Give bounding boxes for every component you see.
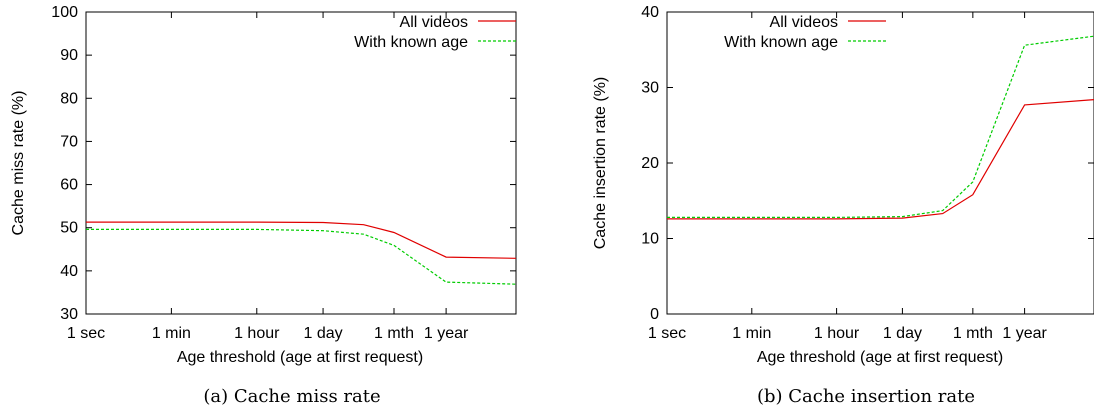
y-tick-label: 20 [641,155,659,172]
y-tick-label: 10 [641,231,659,248]
plot-border [85,11,517,315]
x-tick-label: 1 year [1002,325,1047,342]
y-tick-label: 60 [60,177,78,194]
figure-caption: (a) Cache miss rate [203,386,380,407]
y-tick-label: 30 [641,80,659,97]
x-tick-label: 1 min [152,325,191,342]
x-tick-label: 1 sec [67,325,105,342]
x-tick-label: 1 min [732,325,771,342]
y-axis-label: Cache miss rate (%) [10,91,27,236]
x-tick-label: 1 hour [814,325,860,342]
figure-caption: (b) Cache insertion rate [757,386,975,407]
legend-label-with-known-age: With known age [724,34,838,51]
x-tick-label: 1 year [424,325,469,342]
y-axis-label: Cache insertion rate (%) [592,77,609,250]
legend-label-all-videos: All videos [770,14,838,31]
series-line-with-known-age [667,35,1094,218]
x-tick-label: 1 day [883,325,922,342]
plot-frame [666,11,1094,315]
legend-label-with-known-age: With known age [354,34,468,51]
y-tick-label: 30 [60,306,78,323]
plot-frame [85,11,517,315]
y-tick-label: 80 [60,90,78,107]
x-tick-label: 1 mth [374,325,414,342]
y-tick-label: 40 [641,4,659,21]
series-line-all-videos [86,221,517,259]
x-tick-label: 1 hour [234,325,280,342]
x-axis-label: Age threshold (age at first request) [177,349,423,366]
y-tick-label: 100 [51,4,78,21]
series-line-with-known-age [86,228,517,285]
y-tick-label: 40 [60,263,78,280]
series-layer [667,35,1094,220]
y-tick-label: 50 [60,220,78,237]
x-tick-label: 1 mth [953,325,993,342]
axis-ticks: 0 10 20 30 40 1 sec 1 min 1 hour 1 day 1 mth 1 yea… [641,4,1094,342]
plot-border [666,11,1094,315]
legend-label-all-videos: All videos [400,14,468,31]
legend: All videos With known age [354,14,516,51]
series-layer [86,221,517,285]
x-tick-label: 1 day [303,325,342,342]
chart-cache-insertion-rate: Cache insertion rate (%) Age threshold (… [592,4,1094,407]
x-axis-label: Age threshold (age at first request) [757,349,1003,366]
y-tick-label: 90 [60,47,78,64]
axis-ticks: 30 40 50 60 70 80 90 100 1 sec 1 min 1 hour 1 day 1 … [51,4,516,342]
y-tick-label: 0 [650,306,659,323]
legend: All videos With known age [724,14,886,51]
y-tick-label: 70 [60,133,78,150]
series-line-all-videos [667,99,1094,220]
chart-cache-miss-rate: Cache miss rate (%) Age threshold (age a… [10,4,517,407]
x-tick-label: 1 sec [648,325,686,342]
